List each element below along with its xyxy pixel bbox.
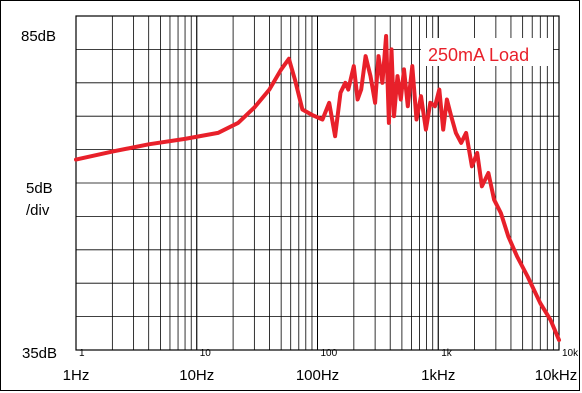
annotation-label: 250mA Load xyxy=(428,45,529,65)
grid xyxy=(76,16,560,350)
y-label-top: 85dB xyxy=(21,28,56,45)
x-tick-labels: 1Hz 10Hz 100Hz 1kHz 10kHz xyxy=(63,367,578,384)
plot-border xyxy=(75,15,560,351)
x-inner-tick-label: 1 xyxy=(79,348,85,359)
x-inner-tick-labels: 1 10 100 1k 10k xyxy=(79,348,579,359)
y-label-middle-sub: /div xyxy=(26,202,50,219)
x-tick-label: 100Hz xyxy=(296,367,339,384)
annotation-box xyxy=(421,38,553,66)
x-tick-label: 10kHz xyxy=(535,367,578,384)
x-inner-tick-label: 1k xyxy=(441,348,453,359)
x-tick-label: 10Hz xyxy=(179,367,214,384)
x-tick-label: 1kHz xyxy=(421,367,455,384)
x-inner-tick-label: 10 xyxy=(200,348,212,359)
x-inner-tick-label: 10k xyxy=(562,348,579,359)
x-inner-tick-label: 100 xyxy=(321,348,338,359)
y-label-bottom: 35dB xyxy=(22,345,57,362)
series-line xyxy=(74,34,561,342)
y-label-middle: 5dB xyxy=(26,180,53,197)
x-tick-label: 1Hz xyxy=(63,367,90,384)
